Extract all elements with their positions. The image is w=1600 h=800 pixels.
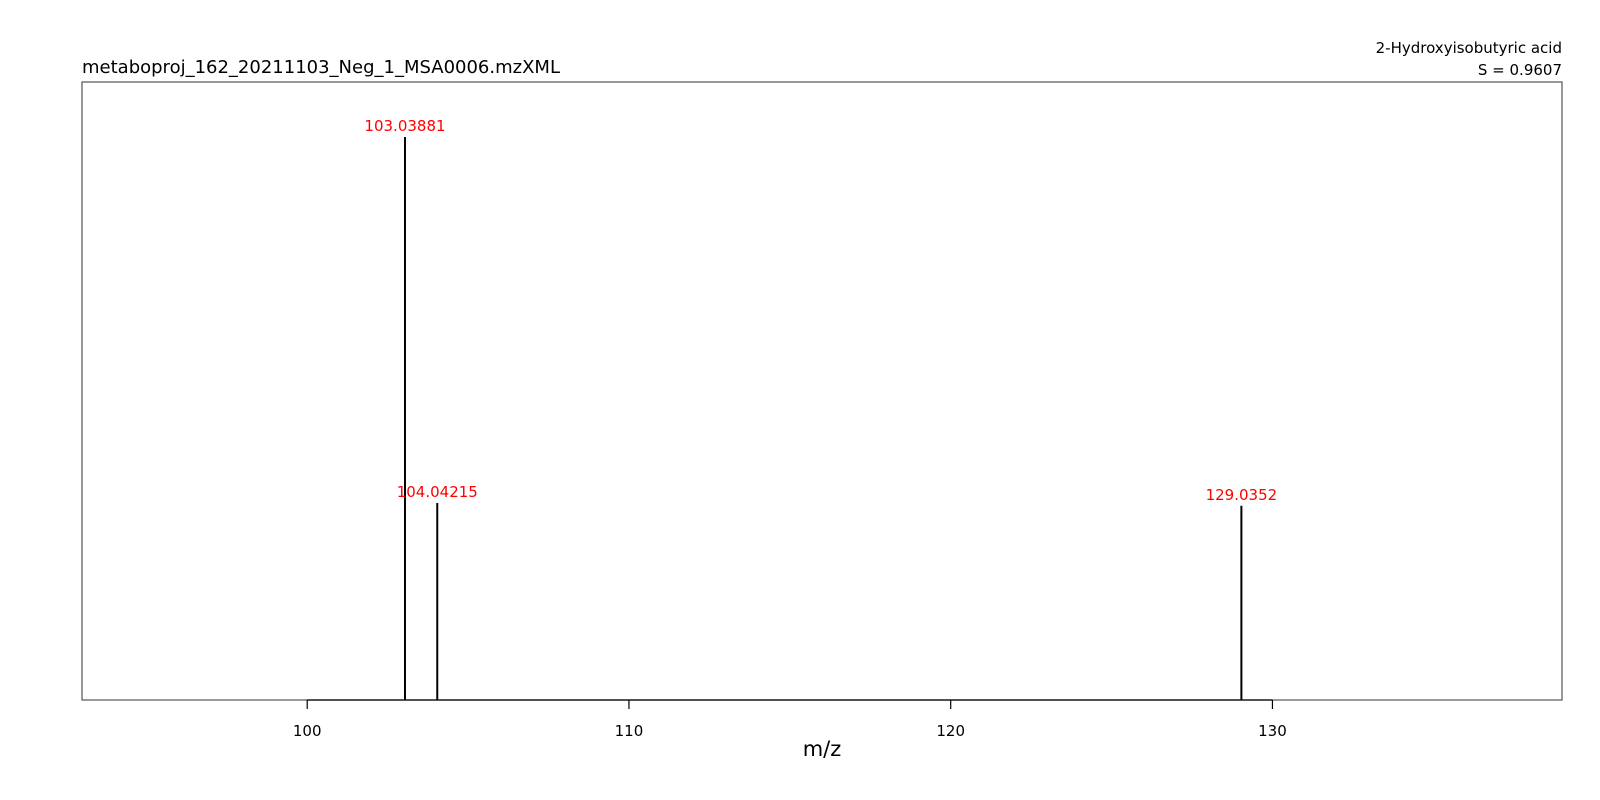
score-label: S = 0.9607 [1478, 61, 1562, 79]
peak-label: 103.03881 [364, 117, 445, 135]
x-tick-label: 110 [615, 722, 644, 740]
x-axis: 100 110 120 130 [293, 699, 1287, 740]
x-tick-label: 130 [1258, 722, 1287, 740]
compound-name: 2-Hydroxyisobutyric acid [1376, 39, 1562, 57]
x-tick-label: 120 [936, 722, 965, 740]
peak-label: 104.04215 [397, 483, 478, 501]
x-tick-label: 100 [293, 722, 322, 740]
peak-label: 129.0352 [1206, 486, 1278, 504]
peaks-layer: 103.03881 104.04215 129.0352 [364, 117, 1277, 700]
plot-frame [81, 81, 1563, 701]
x-axis-label: m/z [803, 737, 842, 761]
chart-title: metaboproj_162_20211103_Neg_1_MSA0006.mz… [82, 57, 560, 78]
